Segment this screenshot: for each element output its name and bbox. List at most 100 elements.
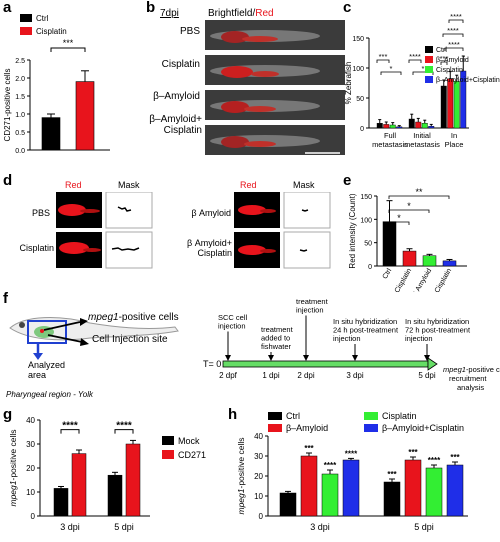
x-tick-label: Cisplatin bbox=[394, 267, 414, 292]
event-label: treatment injection bbox=[296, 297, 329, 315]
row-label-amyloid-cisplatin: β–Amyloid+ Cisplatin bbox=[149, 114, 202, 136]
panel-label-c: c bbox=[343, 0, 352, 16]
event-label: In situ hybridization 24 h post-treatment… bbox=[333, 317, 399, 343]
bar-ctrl bbox=[41, 117, 61, 151]
bar bbox=[279, 492, 297, 517]
panel-d: Red Mask Red Mask PBS Cisplatin β Amyloi… bbox=[10, 178, 340, 288]
significance-stars: *** bbox=[304, 444, 314, 453]
legend-label: CD271 bbox=[178, 450, 206, 460]
significance-bracket bbox=[388, 195, 450, 199]
event-arrowhead bbox=[225, 355, 231, 361]
y-tick-label: 40 bbox=[26, 416, 35, 425]
significance-bracket bbox=[440, 61, 448, 65]
row-label-amyloid: β–Amyloid bbox=[153, 91, 200, 102]
bar bbox=[342, 459, 360, 517]
event-arrowhead bbox=[303, 355, 309, 361]
significance-stars: **** bbox=[409, 52, 421, 61]
image-title: Brightfield/Red bbox=[208, 8, 274, 19]
y-tick-label: 50 bbox=[356, 96, 364, 103]
bar bbox=[300, 455, 318, 517]
bar bbox=[408, 118, 415, 129]
bar bbox=[422, 255, 437, 267]
timeline: T= 0 SCC cell injection 2 dpf treatment added… bbox=[203, 297, 500, 392]
y-tick-label: 1.0 bbox=[15, 112, 25, 119]
significance-bracket bbox=[60, 429, 80, 434]
x-tick-label: Place bbox=[445, 140, 464, 149]
fish-images bbox=[205, 20, 345, 155]
y-tick-label: 0.0 bbox=[15, 148, 25, 155]
x-tick-label: Initial bbox=[413, 131, 431, 140]
significance-bracket bbox=[388, 221, 410, 225]
legend-label: β–Amyloid+Cisplatin bbox=[436, 77, 500, 84]
header-red-left: Red bbox=[65, 180, 82, 190]
bar bbox=[404, 459, 422, 517]
pharyngeal-label: Pharyngeal region - Yolk bbox=[6, 390, 94, 399]
legend-swatch bbox=[425, 56, 433, 63]
legend-label: Cisplatin bbox=[36, 27, 67, 36]
bar bbox=[107, 474, 123, 517]
bar bbox=[402, 250, 417, 267]
legend-label: β–Amyloid+Cisplatin bbox=[382, 423, 464, 433]
significance-stars: **** bbox=[428, 456, 441, 465]
legend-swatch bbox=[425, 66, 433, 73]
significance-stars: **** bbox=[324, 461, 337, 470]
significance-stars: * bbox=[407, 201, 411, 211]
y-tick-label: 100 bbox=[352, 66, 364, 73]
event-tick: 2 dpf bbox=[219, 371, 238, 380]
y-tick-label: 100 bbox=[360, 217, 372, 224]
legend-label: Ctrl bbox=[436, 47, 447, 54]
legend-swatch bbox=[268, 424, 282, 432]
y-tick-label: 0 bbox=[368, 264, 372, 271]
legend-swatch bbox=[268, 412, 282, 420]
significance-stars: **** bbox=[62, 421, 78, 432]
y-axis-label: mpeg1-positive cells bbox=[8, 429, 18, 506]
significance-bracket bbox=[376, 59, 390, 63]
y-tick-label: 10 bbox=[26, 488, 35, 497]
row-label-pbs: PBS bbox=[179, 26, 200, 37]
bar bbox=[383, 124, 390, 129]
y-tick-label: 150 bbox=[352, 36, 364, 43]
bar bbox=[415, 121, 422, 129]
fish-image-amyloid-cisplatin bbox=[205, 125, 345, 155]
y-tick-label: 50 bbox=[364, 241, 372, 248]
x-tick-label: β Amyloid bbox=[412, 267, 434, 292]
legend-label: Cisplatin bbox=[436, 67, 463, 74]
bar bbox=[389, 124, 396, 129]
bar bbox=[382, 221, 397, 267]
y-tick-label: 30 bbox=[254, 452, 263, 461]
bar bbox=[71, 453, 87, 517]
x-tick-label: metastasis bbox=[372, 140, 408, 149]
legend-swatch bbox=[20, 27, 32, 35]
injection-site-label: Cell Injection site bbox=[92, 334, 168, 345]
x-tick-label: Full bbox=[384, 131, 396, 140]
y-axis-label: % Zebrafish bbox=[345, 62, 353, 105]
significance-bracket bbox=[444, 47, 464, 51]
d-row-amyloid: β Amyloid bbox=[191, 208, 231, 218]
y-tick-label: 20 bbox=[26, 464, 35, 473]
significance-stars: *** bbox=[408, 448, 418, 457]
event-label: In situ hybridization 72 h post-treatment… bbox=[405, 317, 471, 343]
significance-stars: **** bbox=[450, 12, 462, 21]
d-images bbox=[56, 192, 331, 269]
legend-label: Ctrl bbox=[36, 14, 49, 23]
y-tick-label: 1.5 bbox=[15, 94, 25, 101]
significance-bracket bbox=[412, 71, 434, 75]
event-arrowhead bbox=[268, 355, 274, 361]
event-tick: 3 dpi bbox=[346, 371, 364, 380]
timeline-bar bbox=[222, 360, 429, 368]
bar bbox=[442, 260, 457, 267]
legend-swatch bbox=[162, 450, 174, 459]
significance-stars: **** bbox=[345, 449, 358, 458]
outcome-label: mpeg1-positive cellrecruitmentanalysis bbox=[443, 365, 500, 392]
panel-b: 7dpi Brightfield/Red PBS Cisplatin β–Amy… bbox=[149, 2, 350, 172]
row-label-cisplatin: Cisplatin bbox=[161, 59, 200, 70]
significance-stars: ** bbox=[415, 187, 423, 197]
y-tick-label: 0.5 bbox=[15, 130, 25, 137]
significance-bracket bbox=[442, 33, 464, 37]
d-row-cisplatin: Cisplatin bbox=[19, 243, 54, 253]
y-axis-label: mpeg1-positive cells bbox=[236, 437, 246, 514]
y-tick-label: 0 bbox=[31, 512, 36, 521]
significance-bracket bbox=[388, 209, 430, 213]
significance-bracket bbox=[408, 59, 422, 63]
event-tick: 1 dpi bbox=[262, 371, 280, 380]
